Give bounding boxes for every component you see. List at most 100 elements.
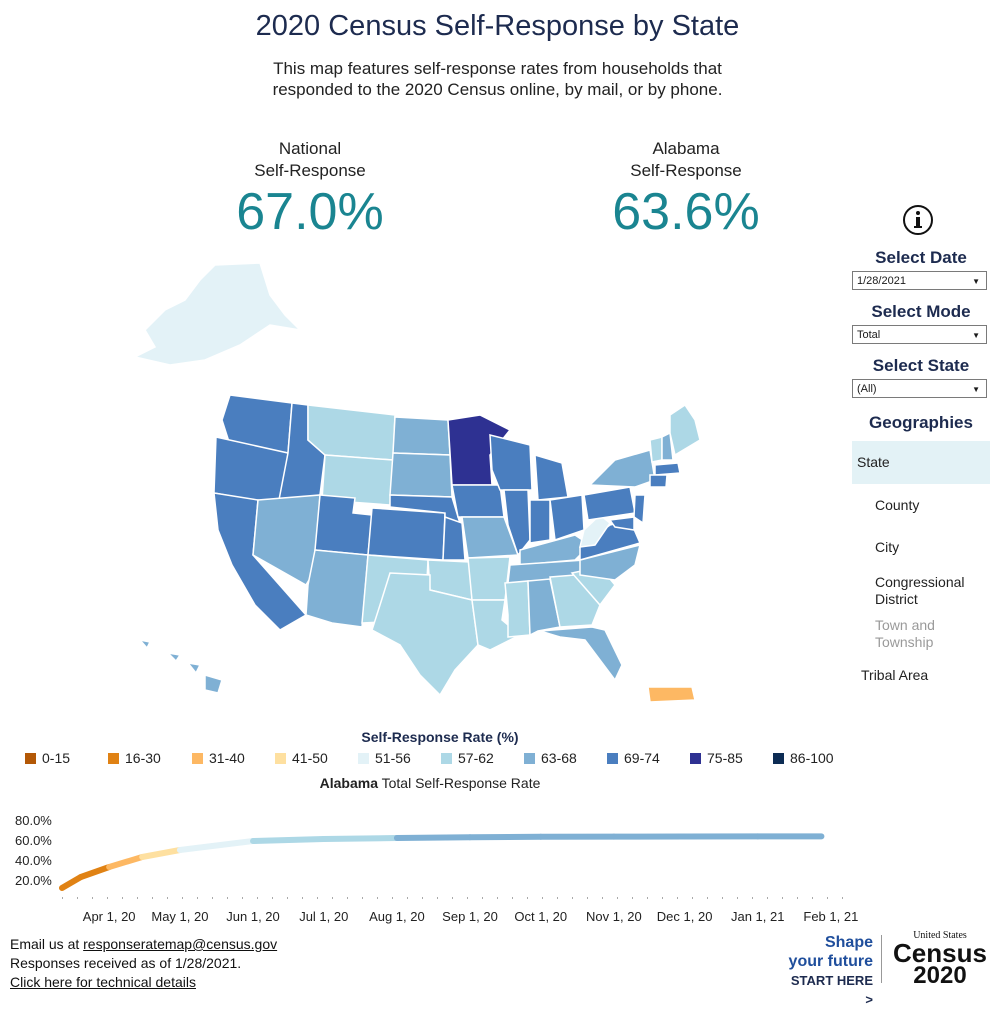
legend-item[interactable]: 63-68 [524,749,577,767]
y-tick-label: 80.0% [15,813,52,828]
state-utah[interactable] [315,495,372,555]
state-ohio[interactable] [550,495,584,540]
legend-item[interactable]: 86-100 [773,749,834,767]
state-new-york[interactable] [590,450,655,487]
legend-label: 51-56 [375,750,411,766]
trend-line-segment [109,857,142,867]
legend-item[interactable]: 31-40 [192,749,245,767]
state-montana[interactable] [308,405,395,460]
trend-line[interactable] [62,836,821,888]
legend-item[interactable]: 16-30 [108,749,161,767]
state-florida[interactable] [540,627,622,680]
state-maine[interactable] [670,405,700,455]
technical-details-link[interactable]: Click here for technical details [10,973,277,992]
legend-label: 86-100 [790,750,834,766]
legend-label: 75-85 [707,750,743,766]
x-tick-label: Feb 1, 21 [803,909,858,924]
select-date-value: 1/28/2021 [857,275,906,287]
state-connecticut[interactable] [650,475,667,487]
x-tick-label: Jul 1, 20 [299,909,348,924]
national-kpi-label-1: National [180,138,440,160]
geo-item-town-and-township: Town and Township [875,617,975,651]
x-tick-label: May 1, 20 [151,909,208,924]
geo-item-county[interactable]: County [875,497,919,514]
state-kansas[interactable] [443,517,465,560]
legend-item[interactable]: 51-56 [358,749,411,767]
chevron-down-icon: ▼ [972,272,980,291]
y-axis: 80.0%60.0%40.0%20.0% [15,813,52,888]
state-north-dakota[interactable] [393,417,450,455]
select-state-dropdown[interactable]: (All) ▼ [852,379,987,398]
legend-label: 41-50 [292,750,328,766]
state-colorado[interactable] [368,508,445,560]
state-mississippi[interactable] [505,581,530,637]
x-tick-label: Dec 1, 20 [657,909,713,924]
state-alaska[interactable] [135,263,300,365]
state-massachusetts[interactable] [655,463,680,475]
email-prefix: Email us at [10,936,83,952]
state-pennsylvania[interactable] [584,487,635,520]
geo-item-state[interactable]: State [852,441,990,484]
x-tick-label: Aug 1, 20 [369,909,425,924]
geo-item-congressional-district[interactable]: Congressional District [875,574,985,608]
chevron-down-icon: ▼ [972,326,980,345]
received-date: Responses received as of 1/28/2021. [10,954,277,973]
trend-line-segment [180,841,253,850]
trend-chart-title: Alabama Total Self-Response Rate [0,775,860,791]
geo-item-tribal-area[interactable]: Tribal Area [861,667,928,684]
shape-line-1: Shape [783,933,873,952]
state-kpi-label-2: Self-Response [556,160,816,182]
legend-label: 69-74 [624,750,660,766]
trend-line-segment [142,850,180,857]
legend-title: Self-Response Rate (%) [0,729,880,745]
trend-line-segment [81,867,109,877]
select-mode-dropdown[interactable]: Total ▼ [852,325,987,344]
select-date-dropdown[interactable]: 1/28/2021 ▼ [852,271,987,290]
state-wisconsin[interactable] [490,435,532,490]
y-tick-label: 20.0% [15,873,52,888]
state-kpi: Alabama Self-Response 63.6% [556,138,816,242]
chevron-down-icon: ▼ [972,380,980,399]
x-tick-label: Apr 1, 20 [83,909,136,924]
legend-item[interactable]: 57-62 [441,749,494,767]
territory-puerto-rico[interactable] [648,687,695,702]
us-choropleth-map[interactable] [110,255,730,715]
footer: Email us at responseratemap@census.gov R… [10,935,277,992]
census-logo-year: 2020 [890,965,990,987]
legend-item[interactable]: 41-50 [275,749,328,767]
state-south-dakota[interactable] [390,453,452,497]
x-tick-label: Oct 1, 20 [514,909,567,924]
state-new-jersey[interactable] [634,495,645,523]
trend-line-segment [397,837,470,838]
page-subtitle: This map features self-response rates fr… [250,58,745,100]
start-here-link[interactable]: START HERE > [783,971,873,1009]
geographies-title: Geographies [852,413,990,433]
state-michigan[interactable] [535,455,568,500]
legend-item[interactable]: 75-85 [690,749,743,767]
state-kpi-value: 63.6% [556,182,816,242]
legend-swatch [773,753,784,764]
state-vermont[interactable] [650,437,662,462]
shape-your-future-logo[interactable]: Shape your future START HERE > [783,933,873,1009]
legend-swatch [607,753,618,764]
footer-email-line: Email us at responseratemap@census.gov [10,935,277,954]
state-arizona[interactable] [306,550,368,627]
state-iowa[interactable] [452,485,504,517]
legend-swatch [441,753,452,764]
trend-title-state: Alabama [320,775,378,791]
legend-item[interactable]: 0-15 [25,749,70,767]
info-icon[interactable] [902,204,934,236]
legend-swatch [275,753,286,764]
geo-item-city[interactable]: City [875,539,899,556]
email-link[interactable]: responseratemap@census.gov [83,936,277,952]
legend-item[interactable]: 69-74 [607,749,660,767]
shape-line-2: your future [783,952,873,971]
y-tick-label: 40.0% [15,853,52,868]
legend-swatch [108,753,119,764]
state-arkansas[interactable] [468,557,510,600]
census-2020-logo: United States Census 2020 [890,930,990,987]
state-hawaii[interactable] [140,640,222,693]
state-indiana[interactable] [530,500,550,543]
